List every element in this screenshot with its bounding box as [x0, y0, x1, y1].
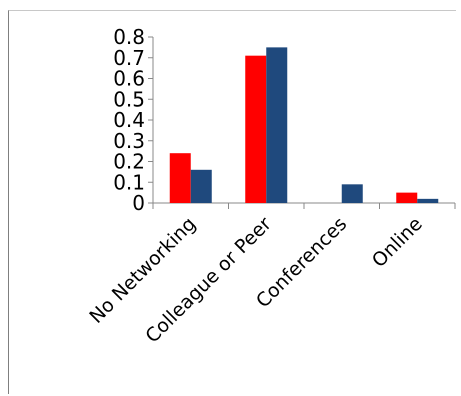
y-tick-label: 0.1 — [113, 170, 145, 194]
x-axis — [152, 202, 456, 209]
bar — [190, 169, 212, 203]
y-tick-label: 0.2 — [113, 150, 145, 174]
bar — [341, 184, 363, 203]
chart-frame — [8, 10, 456, 394]
y-tick-label: 0.8 — [113, 25, 145, 49]
bars — [169, 47, 439, 203]
bar — [417, 198, 439, 203]
y-tick-label: 0.4 — [113, 108, 145, 132]
y-tick-label: 0.3 — [113, 129, 145, 153]
category-label: Online — [368, 213, 427, 272]
y-tick-label: 0.5 — [113, 87, 145, 111]
bar — [169, 153, 191, 203]
category-label: Colleague or Peer — [141, 213, 276, 348]
y-tick-label: 0.6 — [113, 67, 145, 91]
bar — [396, 192, 418, 203]
y-tick-label: 0 — [132, 191, 145, 215]
bar — [245, 55, 267, 203]
y-axis: 00.10.20.30.40.50.60.70.8 — [113, 25, 154, 215]
bar — [266, 47, 288, 203]
y-tick-label: 0.7 — [113, 46, 145, 70]
